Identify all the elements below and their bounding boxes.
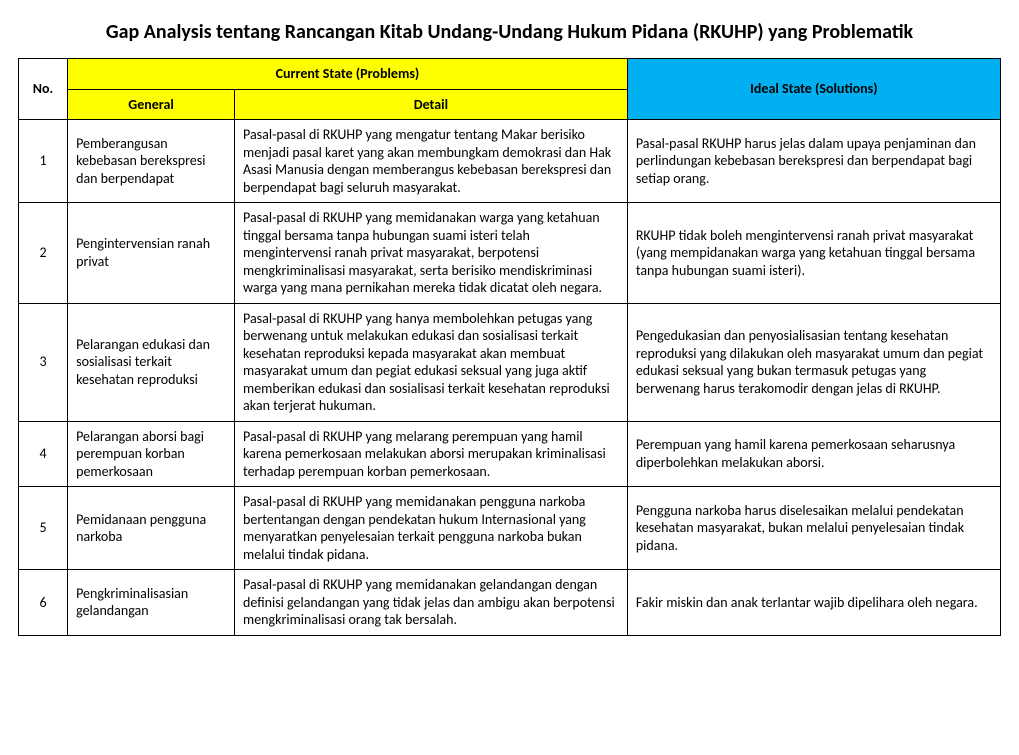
cell-general: Pemberangusan kebebasan berekspresi dan …: [68, 120, 235, 203]
cell-detail: Pasal-pasal di RKUHP yang hanya memboleh…: [235, 303, 628, 421]
cell-detail: Pasal-pasal di RKUHP yang melarang perem…: [235, 421, 628, 487]
col-header-general: General: [68, 89, 235, 120]
col-header-ideal: Ideal State (Solutions): [627, 59, 1000, 120]
col-header-current-group: Current State (Problems): [68, 59, 628, 90]
cell-ideal: Perempuan yang hamil karena pemerkosaan …: [627, 421, 1000, 487]
col-header-no: No.: [19, 59, 68, 120]
cell-no: 5: [19, 487, 68, 570]
cell-general: Pengkriminalisasian gelandangan: [68, 570, 235, 636]
cell-ideal: Fakir miskin dan anak terlantar wajib di…: [627, 570, 1000, 636]
cell-general: Pengintervensian ranah privat: [68, 203, 235, 304]
cell-ideal: Pengedukasian dan penyosialisasian tenta…: [627, 303, 1000, 421]
cell-detail: Pasal-pasal di RKUHP yang memidanakan ge…: [235, 570, 628, 636]
cell-no: 1: [19, 120, 68, 203]
cell-general: Pelarangan edukasi dan sosialisasi terka…: [68, 303, 235, 421]
cell-no: 3: [19, 303, 68, 421]
table-row: 4Pelarangan aborsi bagi perempuan korban…: [19, 421, 1001, 487]
table-row: 5Pemidanaan pengguna narkobaPasal-pasal …: [19, 487, 1001, 570]
table-row: 1Pemberangusan kebebasan berekspresi dan…: [19, 120, 1001, 203]
cell-ideal: Pasal-pasal RKUHP harus jelas dalam upay…: [627, 120, 1000, 203]
table-header: No. Current State (Problems) Ideal State…: [19, 59, 1001, 120]
table-body: 1Pemberangusan kebebasan berekspresi dan…: [19, 120, 1001, 636]
table-row: 2Pengintervensian ranah privatPasal-pasa…: [19, 203, 1001, 304]
cell-no: 2: [19, 203, 68, 304]
cell-ideal: RKUHP tidak boleh mengintervensi ranah p…: [627, 203, 1000, 304]
cell-detail: Pasal-pasal di RKUHP yang mengatur tenta…: [235, 120, 628, 203]
cell-general: Pelarangan aborsi bagi perempuan korban …: [68, 421, 235, 487]
cell-no: 6: [19, 570, 68, 636]
col-header-detail: Detail: [235, 89, 628, 120]
page-title: Gap Analysis tentang Rancangan Kitab Und…: [18, 20, 1001, 44]
cell-no: 4: [19, 421, 68, 487]
table-row: 6Pengkriminalisasian gelandanganPasal-pa…: [19, 570, 1001, 636]
table-row: 3Pelarangan edukasi dan sosialisasi terk…: [19, 303, 1001, 421]
cell-detail: Pasal-pasal di RKUHP yang memidanakan wa…: [235, 203, 628, 304]
cell-general: Pemidanaan pengguna narkoba: [68, 487, 235, 570]
gap-analysis-table: No. Current State (Problems) Ideal State…: [18, 58, 1001, 636]
cell-ideal: Pengguna narkoba harus diselesaikan mela…: [627, 487, 1000, 570]
cell-detail: Pasal-pasal di RKUHP yang memidanakan pe…: [235, 487, 628, 570]
